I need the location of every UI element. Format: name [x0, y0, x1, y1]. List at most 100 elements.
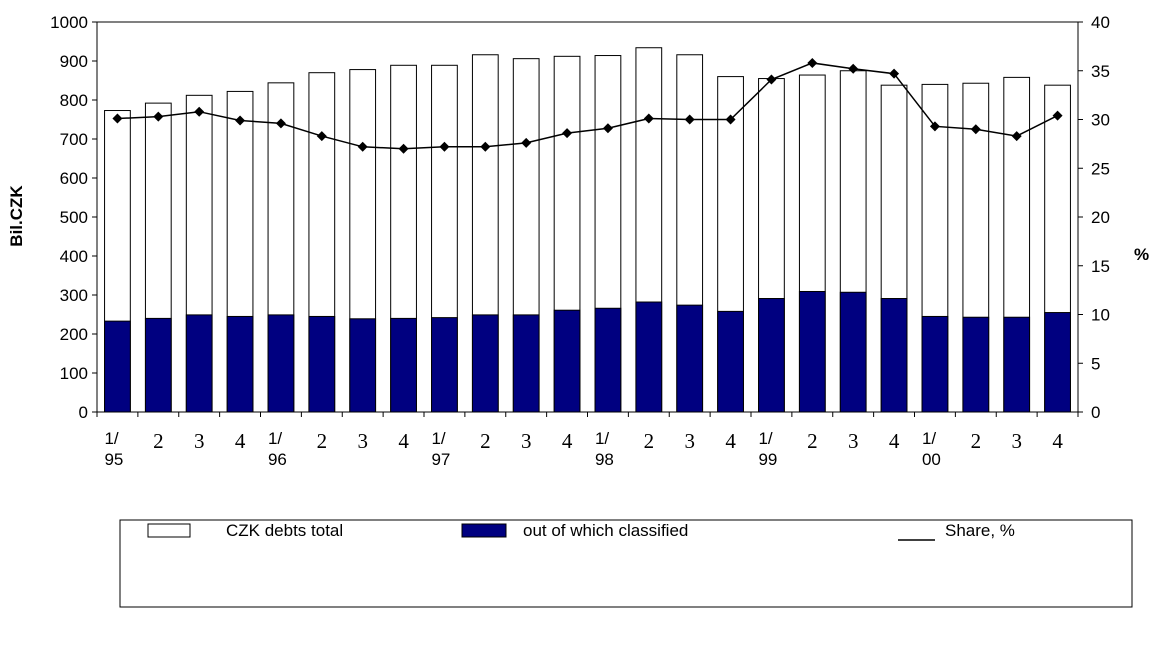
bar-classified-16	[758, 298, 785, 413]
bar-classified-5	[308, 315, 336, 413]
share-marker-16	[766, 74, 777, 85]
x-tick-label-9: 2	[480, 429, 491, 453]
y-tick-label-9: 900	[60, 52, 88, 71]
y-tick-label-1: 100	[60, 364, 88, 383]
share-marker-18	[848, 63, 859, 74]
bar-classified-9	[471, 314, 499, 413]
x-tick-label-0: 1/95	[104, 429, 123, 469]
y2-tick-label-0: 0	[1091, 403, 1100, 422]
bar-classified-1	[144, 317, 172, 413]
y-tick-label-8: 800	[60, 91, 88, 110]
bar-classified-2	[185, 314, 213, 413]
legend-label-classified: out of which classified	[523, 521, 688, 540]
y2-tick-label-2: 10	[1091, 306, 1110, 325]
y2-tick-label-6: 30	[1091, 111, 1110, 130]
legend-box	[119, 519, 1133, 608]
bar-classified-23	[1044, 312, 1071, 413]
x-tick-label-8: 1/97	[431, 429, 450, 469]
bar-classified-19	[880, 298, 908, 413]
x-tick-label-10: 3	[521, 429, 532, 453]
bar-classified-3	[226, 315, 254, 413]
bar-classified-12	[594, 307, 622, 413]
x-tick-label-22: 3	[1011, 429, 1022, 453]
y2-tick-label-3: 15	[1091, 257, 1110, 276]
y2-axis-title: %	[1134, 245, 1149, 264]
x-tick-label-16: 1/99	[758, 429, 777, 469]
share-marker-15	[725, 114, 736, 125]
share-line	[117, 62, 1058, 150]
x-tick-label-1: 2	[153, 429, 164, 453]
share-marker-14	[684, 114, 695, 125]
bar-classified-4	[267, 314, 295, 413]
x-tick-label-23: 4	[1052, 429, 1063, 453]
legend-label-total: CZK debts total	[226, 521, 343, 540]
bar-classified-7	[390, 317, 417, 413]
x-tick-label-2: 3	[194, 429, 205, 453]
bar-classified-18	[839, 291, 867, 413]
legend-label-share: Share, %	[945, 521, 1015, 540]
share-marker-8	[439, 141, 450, 152]
x-tick-label-4: 1/96	[268, 429, 287, 469]
bar-classified-8	[431, 317, 458, 413]
x-tick-label-3: 4	[235, 429, 246, 453]
tick-labels: 0 100 200 300 400 500 600 700 800 900 1000 0 5 10 15 20…	[50, 13, 1110, 469]
x-tick-label-13: 2	[644, 429, 655, 453]
share-line-layer	[112, 57, 1063, 154]
share-marker-23	[1052, 110, 1063, 121]
x-tick-label-11: 4	[562, 429, 573, 453]
y2-tick-label-8: 40	[1091, 13, 1110, 32]
bar-classified-6	[349, 318, 377, 413]
y-tick-label-2: 200	[60, 325, 88, 344]
bar-classified-13	[635, 301, 663, 413]
y-axis-title: Bil.CZK	[7, 185, 26, 247]
bar-classified-14	[676, 304, 704, 413]
x-tick-label-14: 3	[684, 429, 695, 453]
bar-classified-17	[798, 290, 826, 413]
legend: CZK debts total out of which classified Sh…	[119, 519, 1133, 608]
legend-swatch-total	[147, 523, 191, 538]
share-marker-17	[807, 57, 818, 68]
bar-classified-15	[717, 310, 744, 413]
bar-classified-20	[921, 315, 949, 413]
y2-tick-label-1: 5	[1091, 354, 1100, 373]
x-tick-label-6: 3	[357, 429, 368, 453]
share-marker-20	[929, 121, 940, 132]
y-tick-label-10: 1000	[50, 13, 88, 32]
share-marker-13	[643, 113, 654, 124]
share-marker-1	[153, 111, 164, 122]
x-tick-label-20: 1/00	[922, 429, 941, 469]
legend-swatch-classified	[461, 523, 507, 538]
x-tick-label-18: 3	[848, 429, 859, 453]
x-tick-label-21: 2	[971, 429, 982, 453]
y2-tick-label-4: 20	[1091, 208, 1110, 227]
bar-classified-22	[1003, 316, 1031, 413]
bar-classified-0	[104, 320, 131, 413]
x-tick-label-12: 1/98	[595, 429, 614, 469]
share-marker-6	[357, 141, 368, 152]
share-marker-19	[889, 68, 900, 79]
y2-tick-label-7: 35	[1091, 62, 1110, 81]
bar-classified-21	[962, 316, 990, 413]
share-marker-3	[235, 115, 246, 126]
y-tick-label-4: 400	[60, 247, 88, 266]
y-tick-label-0: 0	[79, 403, 88, 422]
share-marker-22	[1011, 131, 1022, 142]
x-tick-label-15: 4	[725, 429, 736, 453]
bar-classified-10	[512, 314, 540, 413]
classified-bars	[104, 290, 1071, 413]
y2-tick-label-5: 25	[1091, 159, 1110, 178]
share-marker-5	[316, 131, 327, 142]
x-tick-label-19: 4	[889, 429, 900, 453]
x-tick-label-17: 2	[807, 429, 818, 453]
x-tick-label-5: 2	[317, 429, 328, 453]
share-marker-2	[194, 106, 205, 117]
share-marker-0	[112, 113, 123, 124]
share-marker-11	[562, 128, 573, 139]
y-tick-label-5: 500	[60, 208, 88, 227]
y-tick-label-3: 300	[60, 286, 88, 305]
share-marker-4	[275, 118, 286, 129]
share-marker-12	[602, 123, 613, 134]
share-marker-21	[970, 124, 981, 135]
y-tick-label-7: 700	[60, 130, 88, 149]
